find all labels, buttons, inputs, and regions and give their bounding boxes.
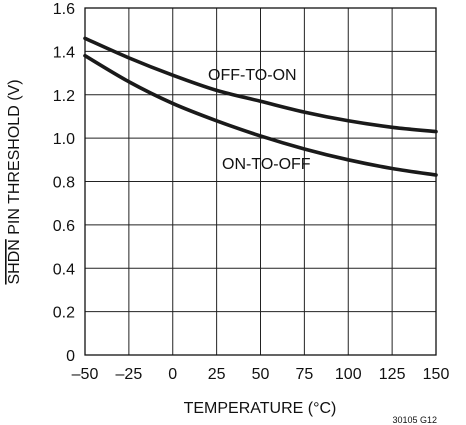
y-tick-label: 1.6 (53, 1, 75, 18)
series-line-off-to-on (83, 36, 438, 134)
y-tick-label: 1.0 (53, 131, 75, 148)
series-label-off-to-on: OFF-TO-ON (208, 67, 297, 84)
x-tick-label: 100 (335, 366, 362, 383)
y-tick-label: 0.2 (53, 305, 75, 322)
y-tick-label: 1.4 (53, 44, 75, 61)
x-tick-label: –25 (116, 366, 143, 383)
tick-labels: –50 –25 0 25 50 75 100 125 150 0 0.2 0.4 0.6 0.8 1.0 1.… (53, 1, 450, 383)
grid (85, 8, 436, 355)
series-layer (83, 36, 438, 177)
x-tick-label: 75 (295, 366, 313, 383)
series-label-on-to-off: ON-TO-OFF (222, 156, 311, 173)
x-tick-label: 150 (423, 366, 450, 383)
y-tick-label: 0.4 (53, 261, 75, 278)
y-tick-label: 1.2 (53, 88, 75, 105)
figure-id: 30105 G12 (392, 415, 437, 425)
x-axis-label: TEMPERATURE (°C) (184, 400, 337, 417)
series-line-on-to-off (83, 53, 438, 177)
y-axis-label: SHDN PIN THRESHOLD (V) (6, 79, 23, 284)
y-tick-label: 0.6 (53, 218, 75, 235)
x-tick-label: 25 (208, 366, 226, 383)
x-tick-label: 0 (168, 366, 177, 383)
x-tick-label: 50 (252, 366, 270, 383)
y-tick-label: 0 (66, 348, 75, 365)
plot-frame (84, 7, 437, 356)
y-axis-label-overline: SHDN (6, 239, 23, 284)
y-tick-label: 0.8 (53, 175, 75, 192)
x-tick-label: 125 (379, 366, 406, 383)
x-tick-label: –50 (72, 366, 99, 383)
y-axis-label-rest: PIN THRESHOLD (V) (6, 79, 23, 239)
